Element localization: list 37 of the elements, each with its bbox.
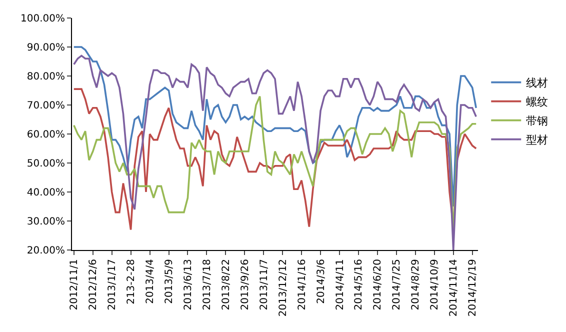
x-tick-label: 2013/5/9 — [164, 259, 176, 304]
x-tick-label: 2014/7/25 — [392, 259, 403, 310]
x-tick-label: 2012/11/1 — [69, 259, 80, 310]
x-tick-label: 2014/5/16 — [354, 259, 365, 310]
y-tick-label: 90.00% — [26, 42, 65, 54]
legend-label: 带钢 — [526, 114, 548, 128]
y-tick-label: 60.00% — [26, 130, 65, 140]
x-tick-label: 2013/4/4 — [145, 259, 156, 304]
x-tick-label: 2013/12/12 — [278, 259, 289, 317]
legend-label: 线材 — [526, 76, 548, 90]
line-series — [73, 54, 477, 250]
x-tick-label: 2013/7/18 — [202, 259, 213, 310]
x-tick-label: 2014/8/29 — [410, 259, 422, 310]
y-tick-label: 20.00% — [26, 246, 65, 256]
y-tick-label: 80.00% — [26, 72, 65, 82]
y-tick-label: 100.00% — [20, 14, 65, 24]
x-tick-label: 2013/11/7 — [258, 259, 270, 310]
x-tick-label: 2014/6/20 — [372, 259, 384, 310]
x-tick-label: 2014/10/9 — [430, 259, 441, 310]
y-tick-label: 40.00% — [26, 188, 65, 198]
x-tick-label: 2014/12/19 — [468, 259, 479, 317]
x-tick-label: 2014/4/11 — [334, 259, 346, 310]
legend-label: 螺纹 — [526, 96, 548, 109]
x-tick-label: 2014/3/6 — [316, 259, 327, 304]
legend-label: 型材 — [526, 134, 548, 147]
x-tick-label: 2012/12/6 — [88, 259, 100, 310]
y-tick-label: 50.00% — [26, 158, 65, 170]
x-tick-label: 2013/1/17 — [107, 259, 118, 310]
x-tick-label: 2013/9/26 — [240, 259, 251, 310]
x-tick-label: 2013/6/13 — [182, 259, 194, 310]
x-tick-label: 2014/1/16 — [296, 259, 308, 310]
y-tick-label: 70.00% — [26, 100, 65, 112]
x-tick-label: 213-2-28 — [126, 259, 138, 304]
x-tick-label: 2013/8/22 — [220, 259, 232, 310]
line-series — [73, 46, 477, 208]
x-tick-label: 2014/11/14 — [448, 259, 460, 317]
y-tick-label: 30.00% — [26, 216, 65, 228]
